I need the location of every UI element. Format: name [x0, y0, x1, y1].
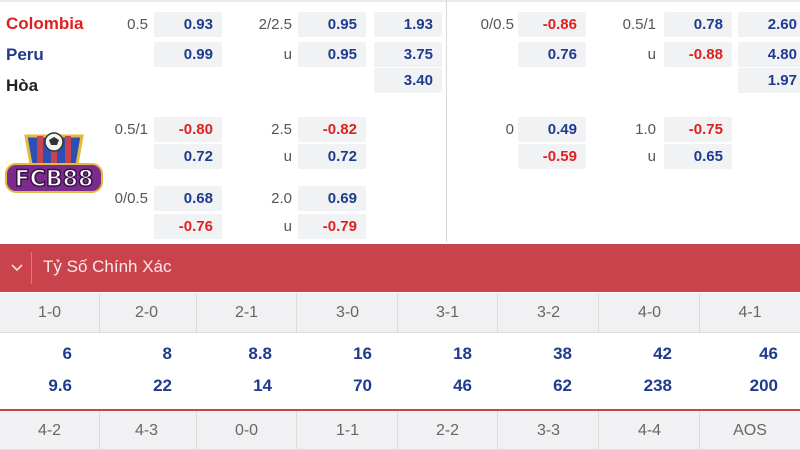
score-label: 4-1	[738, 304, 762, 321]
team-draw: Hòa	[6, 76, 39, 95]
score-odd[interactable]: 70	[353, 376, 372, 395]
odds-cell[interactable]: -0.79	[298, 214, 366, 239]
odds-cell[interactable]: 0.95	[298, 12, 366, 37]
odds-cell[interactable]: -0.59	[518, 144, 586, 169]
score-odd[interactable]: 46	[453, 376, 472, 395]
score-odds-block: 6 8 8.8 16 18 38 42 46 9.6 22 14 70 46 6…	[0, 333, 800, 409]
score-label: 4-3	[97, 411, 197, 449]
odds-cell[interactable]: -0.80	[154, 117, 222, 142]
score-label: 4-4	[600, 411, 700, 449]
odds-cell[interactable]: 0.78	[664, 12, 732, 37]
team-home: Colombia	[6, 14, 84, 33]
odds-cell[interactable]: -0.76	[154, 214, 222, 239]
under-label: u	[283, 218, 292, 235]
odds-cell[interactable]: 1.97	[738, 68, 800, 93]
handicap-line: 0/0.5	[480, 16, 514, 33]
chevron-down-icon[interactable]	[6, 254, 28, 282]
odds-panel: Colombia Peru Hòa 0.5 0.93 2/2.5 0.95 1.…	[0, 0, 800, 242]
fcb88-logo: FCB88	[5, 132, 103, 193]
over-under-line: 0.5/1	[622, 16, 656, 33]
score-label: 4-0	[600, 293, 700, 332]
odds-cell[interactable]: 0.93	[154, 12, 222, 37]
odds-cell[interactable]: 0.72	[154, 144, 222, 169]
odds-cell[interactable]: 3.40	[374, 68, 442, 93]
odds-cell[interactable]: -0.86	[518, 12, 586, 37]
score-odd[interactable]: 16	[353, 344, 372, 363]
score-label: 2-0	[97, 293, 197, 332]
score-odd[interactable]: 42	[653, 344, 672, 363]
section-title: Tỷ Số Chính Xác	[43, 257, 172, 276]
over-under-line: 2.5	[271, 121, 292, 138]
odds-cell[interactable]: 0.68	[154, 186, 222, 211]
logo-text: FCB88	[15, 167, 94, 192]
odds-cell[interactable]: -0.82	[298, 117, 366, 142]
score-odd[interactable]: 46	[759, 344, 778, 363]
odds-cell[interactable]: 0.69	[298, 186, 366, 211]
team-away: Peru	[6, 45, 44, 64]
odds-cell[interactable]: -0.88	[664, 42, 732, 67]
under-label: u	[647, 46, 656, 63]
odds-cell[interactable]: 4.80	[738, 42, 800, 67]
score-label: 3-1	[398, 293, 498, 332]
header-separator	[31, 252, 32, 284]
score-odd[interactable]: 238	[643, 376, 672, 395]
score-label: AOS	[733, 422, 767, 439]
score-label: 0-0	[197, 411, 297, 449]
score-odd[interactable]: 22	[153, 376, 172, 395]
over-under-line: 2/2.5	[258, 16, 292, 33]
score-header-row: 1-0 2-0 2-1 3-0 3-1 3-2 4-0 4-1	[0, 293, 800, 333]
score-label: 2-1	[197, 293, 297, 332]
score-label: 2-2	[398, 411, 498, 449]
under-label: u	[283, 46, 292, 63]
score-label: 3-0	[298, 293, 398, 332]
odds-cell[interactable]: 0.99	[154, 42, 222, 67]
score-odd[interactable]: 8.8	[248, 344, 272, 363]
score-label: 1-1	[298, 411, 398, 449]
odds-cell[interactable]: 0.49	[518, 117, 586, 142]
score-label: 1-0	[0, 293, 100, 332]
score-label: 3-2	[499, 293, 599, 332]
under-label: u	[283, 148, 292, 165]
score-odd[interactable]: 14	[253, 376, 272, 395]
score-odd[interactable]: 6	[62, 344, 72, 363]
odds-cell[interactable]: 0.76	[518, 42, 586, 67]
handicap-line: 0.5	[127, 16, 148, 33]
score-label: 3-3	[499, 411, 599, 449]
top-divider	[0, 0, 800, 2]
score-odd[interactable]: 18	[453, 344, 472, 363]
handicap-line: 0	[505, 121, 514, 138]
score-label: 4-2	[0, 411, 100, 449]
column-divider	[446, 0, 447, 242]
score-odd[interactable]: 9.6	[48, 376, 72, 395]
odds-cell[interactable]: -0.75	[664, 117, 732, 142]
score-header-row: 4-2 4-3 0-0 1-1 2-2 3-3 4-4 AOS	[0, 409, 800, 450]
handicap-line: 0.5/1	[114, 121, 148, 138]
handicap-line: 0/0.5	[114, 190, 148, 207]
odds-cell[interactable]: 0.65	[664, 144, 732, 169]
over-under-line: 1.0	[635, 121, 656, 138]
odds-cell[interactable]: 0.72	[298, 144, 366, 169]
odds-cell[interactable]: 2.60	[738, 12, 800, 37]
correct-score-header[interactable]: Tỷ Số Chính Xác	[0, 244, 800, 292]
odds-cell[interactable]: 3.75	[374, 42, 442, 67]
score-odd[interactable]: 200	[749, 376, 778, 395]
over-under-line: 2.0	[271, 190, 292, 207]
under-label: u	[647, 148, 656, 165]
score-odd[interactable]: 62	[553, 376, 572, 395]
score-odd[interactable]: 8	[162, 344, 172, 363]
score-odd[interactable]: 38	[553, 344, 572, 363]
odds-cell[interactable]: 1.93	[374, 12, 442, 37]
odds-cell[interactable]: 0.95	[298, 42, 366, 67]
